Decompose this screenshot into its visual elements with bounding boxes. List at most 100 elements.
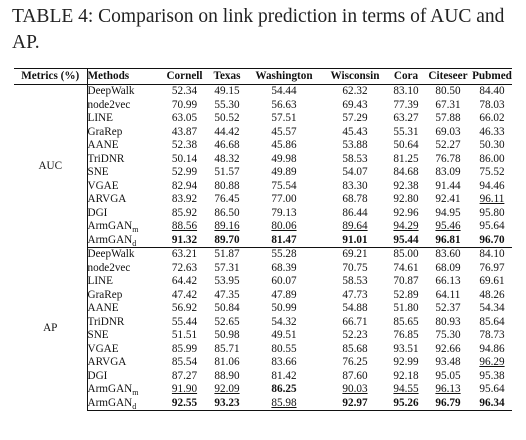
method-cell: ArmGANm: [87, 220, 161, 234]
table-row: GraRep 47.42 47.35 47.89 47.73 52.89 64.11 48.2…: [14, 289, 512, 303]
value-cell: 44.42: [214, 125, 240, 138]
value-cell: 92.09: [214, 383, 240, 395]
value-cell: 75.52: [479, 166, 505, 178]
header-dataset: Cora: [388, 68, 424, 85]
value-cell: 76.25: [342, 356, 368, 368]
method-name: SNE: [87, 166, 109, 178]
method-cell: GraRep: [87, 289, 161, 303]
header-methods: Methods: [87, 68, 161, 85]
value-cell: 84.10: [479, 248, 505, 260]
metric-label: AUC: [14, 84, 88, 248]
value-cell: 50.52: [214, 112, 240, 124]
method-name: DeepWalk: [87, 248, 135, 260]
value-cell: 86.25: [271, 383, 297, 395]
value-cell: 54.07: [342, 166, 368, 178]
value-cell: 89.70: [208, 233, 246, 248]
method-cell: ARVGA: [87, 356, 161, 370]
value-cell: 85.68: [342, 342, 368, 355]
method-name: ARVGA: [87, 193, 127, 205]
value-cell: 52.23: [342, 329, 368, 341]
value-cell: 53.88: [342, 139, 368, 151]
value-cell: 49.15: [214, 85, 240, 97]
value-cell: 95.26: [388, 396, 424, 411]
value-cell: 52.99: [171, 166, 198, 178]
method-cell: SNE: [87, 329, 161, 343]
value-cell: 48.26: [479, 288, 505, 301]
value-cell: 80.06: [271, 220, 297, 232]
method-name: GraRep: [87, 288, 123, 301]
value-cell: 67.31: [435, 98, 461, 111]
method-name: ARVGA: [87, 356, 127, 368]
value-cell: 72.63: [171, 261, 198, 274]
value-cell: 96.29: [479, 356, 505, 368]
method-cell: SNE: [87, 166, 161, 180]
value-cell: 50.64: [393, 139, 419, 151]
value-cell: 66.71: [342, 315, 368, 328]
value-cell: 95.44: [388, 233, 424, 248]
header-dataset: Texas: [208, 68, 246, 85]
value-cell: 85.65: [393, 315, 419, 328]
value-cell: 75.30: [435, 329, 461, 341]
value-cell: 94.46: [479, 179, 505, 192]
value-cell: 54.44: [271, 85, 297, 97]
method-cell: GraRep: [87, 126, 161, 140]
value-cell: 56.63: [271, 98, 297, 111]
method-name: node2vec: [87, 261, 131, 274]
method-cell: ARVGA: [87, 193, 161, 207]
value-cell: 47.89: [271, 288, 297, 301]
table-row: DGI 85.92 86.50 79.13 86.44 92.96 94.95 95.80: [14, 207, 512, 221]
value-cell: 57.88: [435, 112, 461, 124]
value-cell: 93.51: [393, 342, 419, 355]
value-cell: 90.03: [342, 383, 368, 395]
value-cell: 85.92: [171, 206, 198, 219]
value-cell: 92.96: [393, 206, 419, 219]
value-cell: 78.73: [479, 329, 505, 341]
method-name: ArmGAN: [87, 383, 133, 395]
method-name: GraRep: [87, 125, 123, 138]
method-cell: DGI: [87, 207, 161, 221]
value-cell: 50.30: [479, 139, 505, 151]
method-subscript: m: [132, 388, 139, 397]
value-cell: 58.53: [342, 275, 368, 287]
value-cell: 49.98: [271, 152, 297, 165]
results-table: Metrics (%) Methods Cornell Texas Washin…: [14, 68, 512, 411]
table-row: SNE 52.99 51.57 49.89 54.07 84.68 83.09 75.52: [14, 166, 512, 180]
table-row: AANE 56.92 50.84 50.99 54.88 51.80 52.37 54.34: [14, 302, 512, 316]
method-name: DeepWalk: [87, 85, 135, 97]
value-cell: 53.95: [214, 275, 240, 287]
value-cell: 70.99: [171, 98, 198, 111]
value-cell: 43.87: [171, 125, 198, 138]
value-cell: 91.44: [435, 179, 461, 192]
value-cell: 95.05: [435, 369, 461, 382]
method-name: ArmGAN: [87, 396, 133, 409]
table-row: DGI 87.27 88.90 81.42 87.60 92.18 95.05 95.38: [14, 370, 512, 384]
value-cell: 83.66: [271, 356, 297, 368]
value-cell: 54.34: [479, 302, 505, 314]
method-name: VGAE: [87, 342, 119, 355]
method-cell: AANE: [87, 139, 161, 153]
value-cell: 94.86: [479, 342, 505, 355]
value-cell: 89.64: [342, 220, 368, 232]
method-name: LINE: [87, 112, 113, 124]
value-cell: 80.50: [435, 85, 461, 97]
method-name: node2vec: [87, 98, 131, 111]
table-row: AP DeepWalk 63.21 51.87 55.28 69.21 85.00 83.60…: [14, 247, 512, 411]
value-cell: 49.89: [271, 166, 297, 178]
value-cell: 94.95: [435, 206, 461, 219]
method-cell: node2vec: [87, 99, 161, 113]
value-cell: 55.31: [393, 125, 419, 138]
table-row: ARVGA 85.54 81.06 83.66 76.25 92.99 93.48 96.29: [14, 356, 512, 370]
method-cell: ArmGANm: [87, 383, 161, 397]
value-cell: 48.32: [214, 152, 240, 165]
value-cell: 96.34: [472, 396, 512, 411]
table-row: ArmGANd 91.32 89.70 81.47 91.01 95.44 96.81 96.…: [14, 233, 512, 248]
value-cell: 55.30: [214, 98, 240, 111]
method-subscript: d: [132, 238, 137, 248]
method-cell: LINE: [87, 275, 161, 289]
value-cell: 57.29: [342, 112, 368, 124]
value-cell: 66.13: [435, 275, 461, 287]
value-cell: 95.64: [479, 220, 505, 232]
value-cell: 46.33: [479, 125, 505, 138]
header-row: Metrics (%) Methods Cornell Texas Washin…: [14, 68, 512, 85]
value-cell: 94.55: [393, 383, 419, 395]
